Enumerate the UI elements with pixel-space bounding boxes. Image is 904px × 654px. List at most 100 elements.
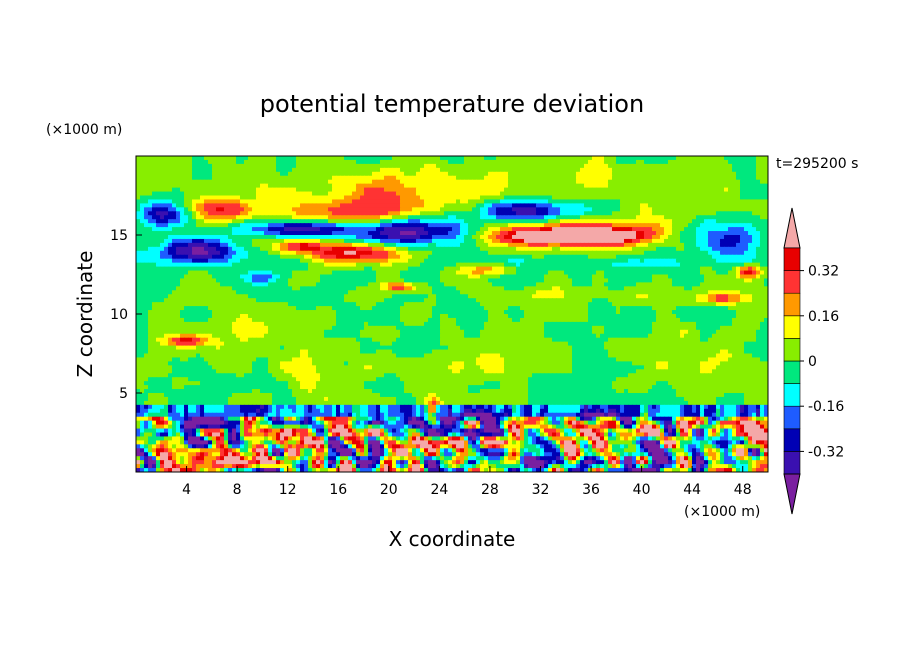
heatmap-cell: [652, 242, 657, 248]
heatmap-cell: [408, 235, 413, 240]
heatmap-cell: [560, 159, 565, 165]
heatmap-cell: [680, 274, 685, 280]
heatmap-cell: [396, 270, 401, 276]
heatmap-cell: [544, 246, 549, 252]
heatmap-cell: [736, 250, 741, 256]
heatmap-cell: [728, 242, 733, 248]
heatmap-cell: [316, 195, 321, 201]
heatmap-cell: [184, 211, 189, 216]
heatmap-cell: [304, 235, 309, 240]
heatmap-cell: [492, 227, 497, 232]
heatmap-cell: [448, 254, 453, 260]
heatmap-cell: [276, 231, 281, 236]
heatmap-cell: [724, 207, 729, 212]
heatmap-cell: [164, 175, 169, 181]
heatmap-cell: [412, 258, 417, 264]
heatmap-cell: [656, 156, 661, 161]
heatmap-cell: [232, 219, 237, 224]
heatmap-cell: [616, 187, 621, 193]
heatmap-cell: [760, 156, 765, 161]
heatmap-cell: [304, 254, 309, 260]
heatmap-cell: [584, 258, 589, 264]
heatmap-cell: [708, 187, 713, 193]
heatmap-cell: [184, 246, 189, 252]
heatmap-cell: [644, 266, 649, 272]
heatmap-cell: [748, 254, 753, 260]
heatmap-cell: [432, 262, 437, 268]
heatmap-cell: [148, 270, 153, 276]
heatmap-cell: [744, 235, 749, 240]
heatmap-cell: [716, 199, 721, 204]
heatmap-cell: [512, 274, 517, 280]
heatmap-cell: [368, 223, 373, 228]
heatmap-cell: [556, 215, 561, 220]
heatmap-cell: [748, 175, 753, 181]
heatmap-cell: [164, 238, 169, 244]
heatmap-cell: [196, 270, 201, 276]
heatmap-cell: [256, 250, 261, 256]
heatmap-cell: [304, 203, 309, 208]
heatmap-cell: [616, 246, 621, 252]
heatmap-cell: [432, 278, 437, 283]
heatmap-cell: [468, 215, 473, 220]
heatmap-cell: [400, 163, 405, 169]
heatmap-cell: [416, 191, 421, 197]
heatmap-cell: [200, 235, 205, 240]
heatmap-cell: [716, 163, 721, 169]
heatmap-cell: [712, 187, 717, 193]
heatmap-cell: [736, 254, 741, 260]
heatmap-cell: [532, 262, 537, 268]
heatmap-cell: [196, 171, 201, 177]
heatmap-cell: [580, 219, 585, 224]
heatmap-cell: [464, 262, 469, 268]
heatmap-cell: [356, 211, 361, 216]
heatmap-cell: [368, 274, 373, 280]
heatmap-cell: [636, 183, 641, 189]
heatmap-cell: [276, 258, 281, 264]
heatmap-cell: [248, 231, 253, 236]
heatmap-cell: [208, 195, 213, 201]
heatmap-cell: [432, 258, 437, 264]
heatmap-cell: [248, 183, 253, 189]
heatmap-cell: [632, 183, 637, 189]
heatmap-cell: [164, 179, 169, 185]
heatmap-cell: [412, 246, 417, 252]
heatmap-cell: [308, 163, 313, 169]
heatmap-cell: [508, 223, 513, 228]
heatmap-cell: [188, 167, 193, 173]
heatmap-cell: [652, 167, 657, 173]
heatmap-cell: [748, 171, 753, 177]
heatmap-cell: [608, 235, 613, 240]
heatmap-cell: [540, 254, 545, 260]
heatmap-cell: [452, 175, 457, 181]
heatmap-cell: [228, 274, 233, 280]
heatmap-cell: [192, 195, 197, 201]
heatmap-cell: [160, 171, 165, 177]
heatmap-cell: [424, 215, 429, 220]
heatmap-cell: [220, 191, 225, 197]
heatmap-cell: [376, 159, 381, 165]
heatmap-cell: [436, 231, 441, 236]
heatmap-cell: [760, 219, 765, 224]
heatmap-cell: [180, 270, 185, 276]
heatmap-cell: [360, 278, 365, 283]
heatmap-cell: [284, 238, 289, 244]
heatmap-cell: [664, 254, 669, 260]
heatmap-cell: [424, 238, 429, 244]
heatmap-cell: [296, 175, 301, 181]
heatmap-cell: [704, 266, 709, 272]
heatmap-cell: [356, 183, 361, 189]
heatmap-cell: [152, 278, 157, 283]
heatmap-cell: [416, 163, 421, 169]
heatmap-cell: [712, 219, 717, 224]
heatmap-cell: [336, 219, 341, 224]
heatmap-cell: [200, 242, 205, 248]
heatmap-cell: [464, 219, 469, 224]
heatmap-cell: [488, 195, 493, 201]
heatmap-cell: [452, 262, 457, 268]
heatmap-cell: [164, 171, 169, 177]
heatmap-cell: [164, 235, 169, 240]
heatmap-cell: [572, 227, 577, 232]
heatmap-cell: [588, 258, 593, 264]
heatmap-cell: [288, 246, 293, 252]
